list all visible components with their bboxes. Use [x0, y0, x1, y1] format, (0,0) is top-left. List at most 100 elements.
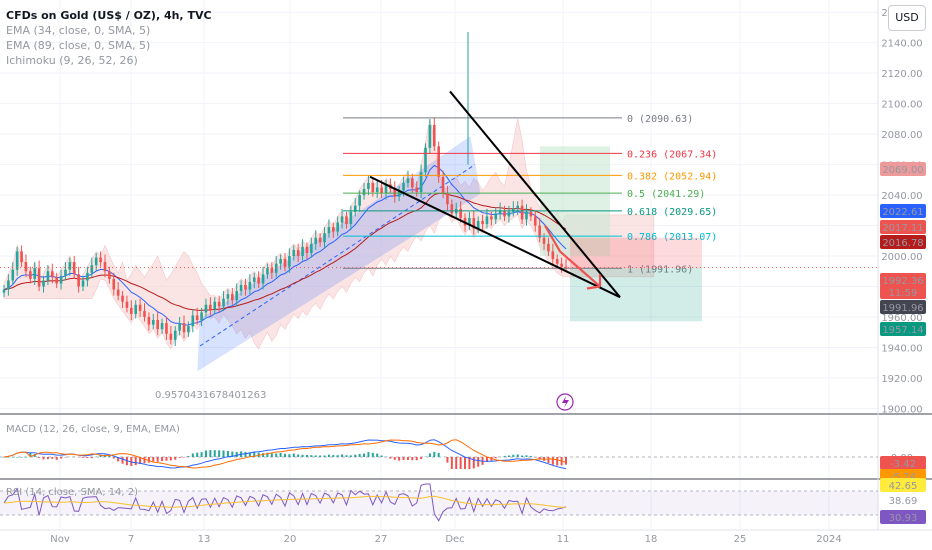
candle-body — [42, 280, 45, 287]
macd-histogram-bar — [551, 457, 554, 465]
candle-body — [371, 182, 375, 193]
fib-label-2: 0.382 (2052.94) — [627, 171, 717, 182]
price-tag-7 — [880, 322, 926, 336]
x-tick-label-6: 11 — [557, 534, 570, 545]
wedge-upper-line — [449, 90, 621, 298]
x-tick-label-3: 20 — [284, 534, 297, 545]
macd-histogram-bar — [336, 455, 339, 457]
candle-body — [494, 213, 498, 220]
candle-body — [178, 323, 181, 331]
candle-body — [191, 315, 195, 327]
macd-histogram-bar — [121, 457, 124, 464]
candle-body — [490, 216, 493, 220]
candle-body — [226, 294, 230, 299]
price-tag-text-6: 1991.96 — [882, 303, 923, 314]
candle-body — [160, 323, 164, 330]
macd-histogram-bar — [406, 457, 409, 460]
candle-body — [46, 271, 50, 281]
indicator-ichimoku[interactable]: Ichimoku (9, 26, 52, 26) — [6, 54, 138, 67]
price-tag-text-4: 1992.36 — [882, 276, 923, 287]
macd-histogram-bar — [490, 457, 493, 461]
candle-body — [424, 147, 427, 173]
candle-body — [24, 262, 28, 272]
x-tick-label-1: 7 — [128, 534, 134, 545]
macd-histogram-bar — [485, 457, 488, 463]
candle-body — [380, 187, 383, 194]
y-tick-label-0: 1900.00 — [881, 404, 922, 415]
candle-body — [318, 237, 322, 243]
macd-label[interactable]: MACD (12, 26, close, 9, EMA, EMA) — [6, 424, 180, 435]
candle-body — [415, 187, 419, 193]
projection-arrow-head — [586, 274, 602, 290]
stop-loss-zone — [570, 237, 702, 269]
macd-histogram-bar — [332, 455, 335, 457]
rsi-label[interactable]: RSI (14, close, SMA, 14, 2) — [6, 487, 139, 498]
macd-histogram-bar — [270, 453, 273, 457]
macd-histogram-bar — [244, 452, 247, 457]
candle-body — [72, 262, 76, 275]
rsi-tag-0 — [880, 478, 926, 492]
macd-histogram-bar — [231, 451, 234, 457]
macd-histogram-bar — [363, 453, 366, 457]
candle-body — [555, 259, 559, 264]
candle-body — [182, 323, 186, 333]
currency-button[interactable]: USD — [888, 5, 926, 31]
candle-body — [20, 251, 23, 263]
macd-histogram-bar — [547, 457, 550, 463]
candle-body — [143, 310, 146, 317]
candle-body — [564, 266, 568, 268]
macd-histogram-bar — [152, 457, 155, 462]
candle-body — [151, 320, 155, 325]
candle-body — [296, 249, 300, 257]
x-tick-label-5: Dec — [445, 534, 464, 545]
fib-label-3: 0.5 (2041.29) — [627, 189, 705, 200]
macd-histogram-bar — [305, 454, 308, 457]
candle-body — [292, 249, 296, 257]
rsi-tag-text-1: 38.69 — [889, 496, 918, 507]
y-tick-label-7: 2040.00 — [881, 191, 922, 202]
macd-histogram-bar — [24, 457, 27, 458]
macd-histogram-bar — [345, 455, 348, 457]
price-tag-text-2: 2017.11 — [882, 223, 923, 234]
legend: CFDs on Gold (US$ / OZ), 4h, TVC EMA (34… — [6, 8, 212, 68]
candle-body — [94, 257, 98, 266]
macd-histogram-bar — [288, 454, 291, 457]
macd-histogram-bar — [51, 457, 54, 459]
macd-histogram-bar — [565, 457, 567, 465]
candle-body — [77, 274, 80, 287]
macd-histogram-bar — [143, 457, 146, 464]
indicator-ema89[interactable]: EMA (89, close, 0, SMA, 5) — [6, 39, 151, 52]
macd-histogram-bar — [376, 453, 379, 457]
candle-body — [283, 259, 287, 267]
macd-line — [3, 439, 567, 470]
candle-body — [209, 304, 212, 310]
macd-histogram-bar — [187, 455, 190, 457]
candle-body — [310, 243, 313, 253]
macd-histogram-bar — [494, 457, 497, 459]
candle-body — [305, 246, 309, 253]
candle-body — [512, 208, 515, 212]
macd-histogram-bar — [556, 457, 559, 466]
candle-body — [169, 333, 173, 340]
macd-histogram-bar — [86, 457, 89, 458]
candle-body — [314, 237, 318, 244]
candle-body — [15, 251, 19, 270]
candle-body — [516, 205, 520, 209]
macd-histogram-bar — [477, 457, 480, 467]
candle-body — [200, 312, 203, 321]
indicator-ema34[interactable]: EMA (34, close, 0, SMA, 5) — [6, 24, 151, 37]
candle-body — [533, 216, 537, 226]
candle-body — [520, 205, 524, 220]
candle-body — [367, 182, 370, 189]
price-tag-1 — [880, 204, 926, 218]
macd-histogram-bar — [437, 453, 440, 457]
macd-histogram-bar — [156, 457, 159, 462]
candle-body — [29, 271, 32, 279]
macd-histogram-bar — [415, 457, 418, 461]
symbol-title[interactable]: CFDs on Gold (US$ / OZ), 4h, TVC — [6, 9, 212, 22]
rsi-tag-text-0: 42.65 — [889, 481, 918, 492]
macd-tag-text-0: -3.42 — [890, 459, 916, 470]
candle-body — [165, 323, 168, 334]
